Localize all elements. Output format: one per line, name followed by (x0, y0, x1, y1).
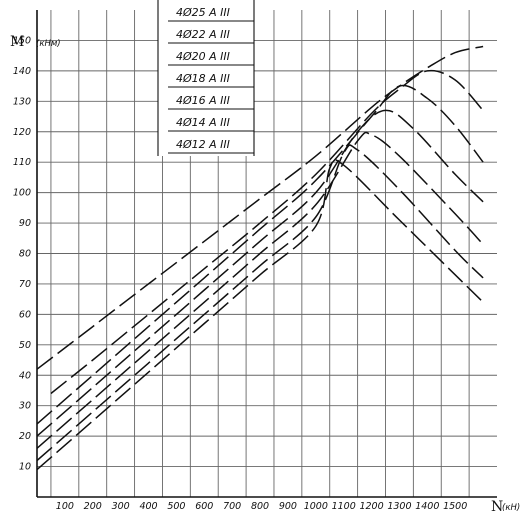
y-tick-label: 10 (19, 462, 31, 473)
grid-lines (37, 10, 497, 497)
y-tick-label: 20 (19, 431, 31, 442)
x-tick-label: 300 (112, 501, 130, 512)
x-tick-label: 600 (195, 501, 213, 512)
x-tick-label: 200 (84, 501, 102, 512)
legend-background (158, 2, 254, 156)
x-tick-label: 100 (56, 501, 74, 512)
series-line-1 (36, 45, 484, 370)
legend: 4Ø25 A III 4Ø22 A III 4Ø20 A III 4Ø18 A III… (157, 0, 255, 156)
legend-entry: 4Ø12 A III (176, 138, 230, 151)
x-tick-label: 800 (251, 501, 269, 512)
y-tick-label: 140 (13, 66, 31, 77)
y-axis-unit: (кНм) (36, 39, 61, 49)
series-line-3 (36, 84, 484, 425)
y-tick-label: 30 (19, 401, 31, 412)
legend-entry: 4Ø20 A III (176, 50, 230, 63)
series-line-4 (36, 109, 484, 437)
x-tick-label: 900 (279, 501, 297, 512)
y-tick-label: 80 (19, 249, 31, 260)
x-tick-labels: 100 200 300 400 500 600 700 800 900 1000 1100 1200 1… (56, 501, 467, 512)
y-tick-label: 130 (13, 96, 31, 107)
series-line-5 (36, 131, 484, 449)
series-line-2 (50, 69, 484, 395)
y-tick-label: 50 (19, 340, 31, 351)
y-tick-labels: 10 20 30 40 50 60 70 80 90 100 110 120 130 140 150 (13, 35, 31, 472)
x-tick-label: 1000 (304, 501, 328, 512)
x-tick-label: 1400 (415, 501, 439, 512)
x-tick-label: 700 (223, 501, 241, 512)
series-line-7 (36, 158, 484, 471)
y-tick-label: 60 (19, 309, 31, 320)
legend-entry: 4Ø25 A III (176, 6, 230, 19)
x-tick-label: 1100 (332, 501, 356, 512)
y-tick-label: 90 (19, 218, 31, 229)
legend-entry: 4Ø14 A III (176, 116, 230, 129)
y-tick-label: 100 (13, 188, 31, 199)
y-tick-label: 150 (13, 35, 31, 46)
y-tick-label: 40 (19, 370, 31, 381)
x-tick-label: 1200 (359, 501, 383, 512)
axes (36, 10, 497, 498)
series-line-6 (36, 144, 484, 462)
legend-entry: 4Ø22 A III (176, 28, 230, 41)
x-tick-label: 400 (139, 501, 157, 512)
y-tick-label: 70 (19, 279, 31, 290)
y-axis-label: M (10, 34, 24, 50)
legend-entry: 4Ø18 A III (176, 72, 230, 85)
legend-entry: 4Ø16 A III (176, 94, 230, 107)
x-axis-label: N (491, 499, 503, 515)
x-axis-unit: (кН) (502, 503, 520, 513)
y-tick-label: 120 (13, 127, 31, 138)
y-tick-label: 110 (13, 157, 31, 168)
x-tick-label: 500 (167, 501, 185, 512)
x-tick-label: 1300 (387, 501, 411, 512)
x-tick-label: 1500 (443, 501, 467, 512)
series-lines (36, 45, 484, 471)
